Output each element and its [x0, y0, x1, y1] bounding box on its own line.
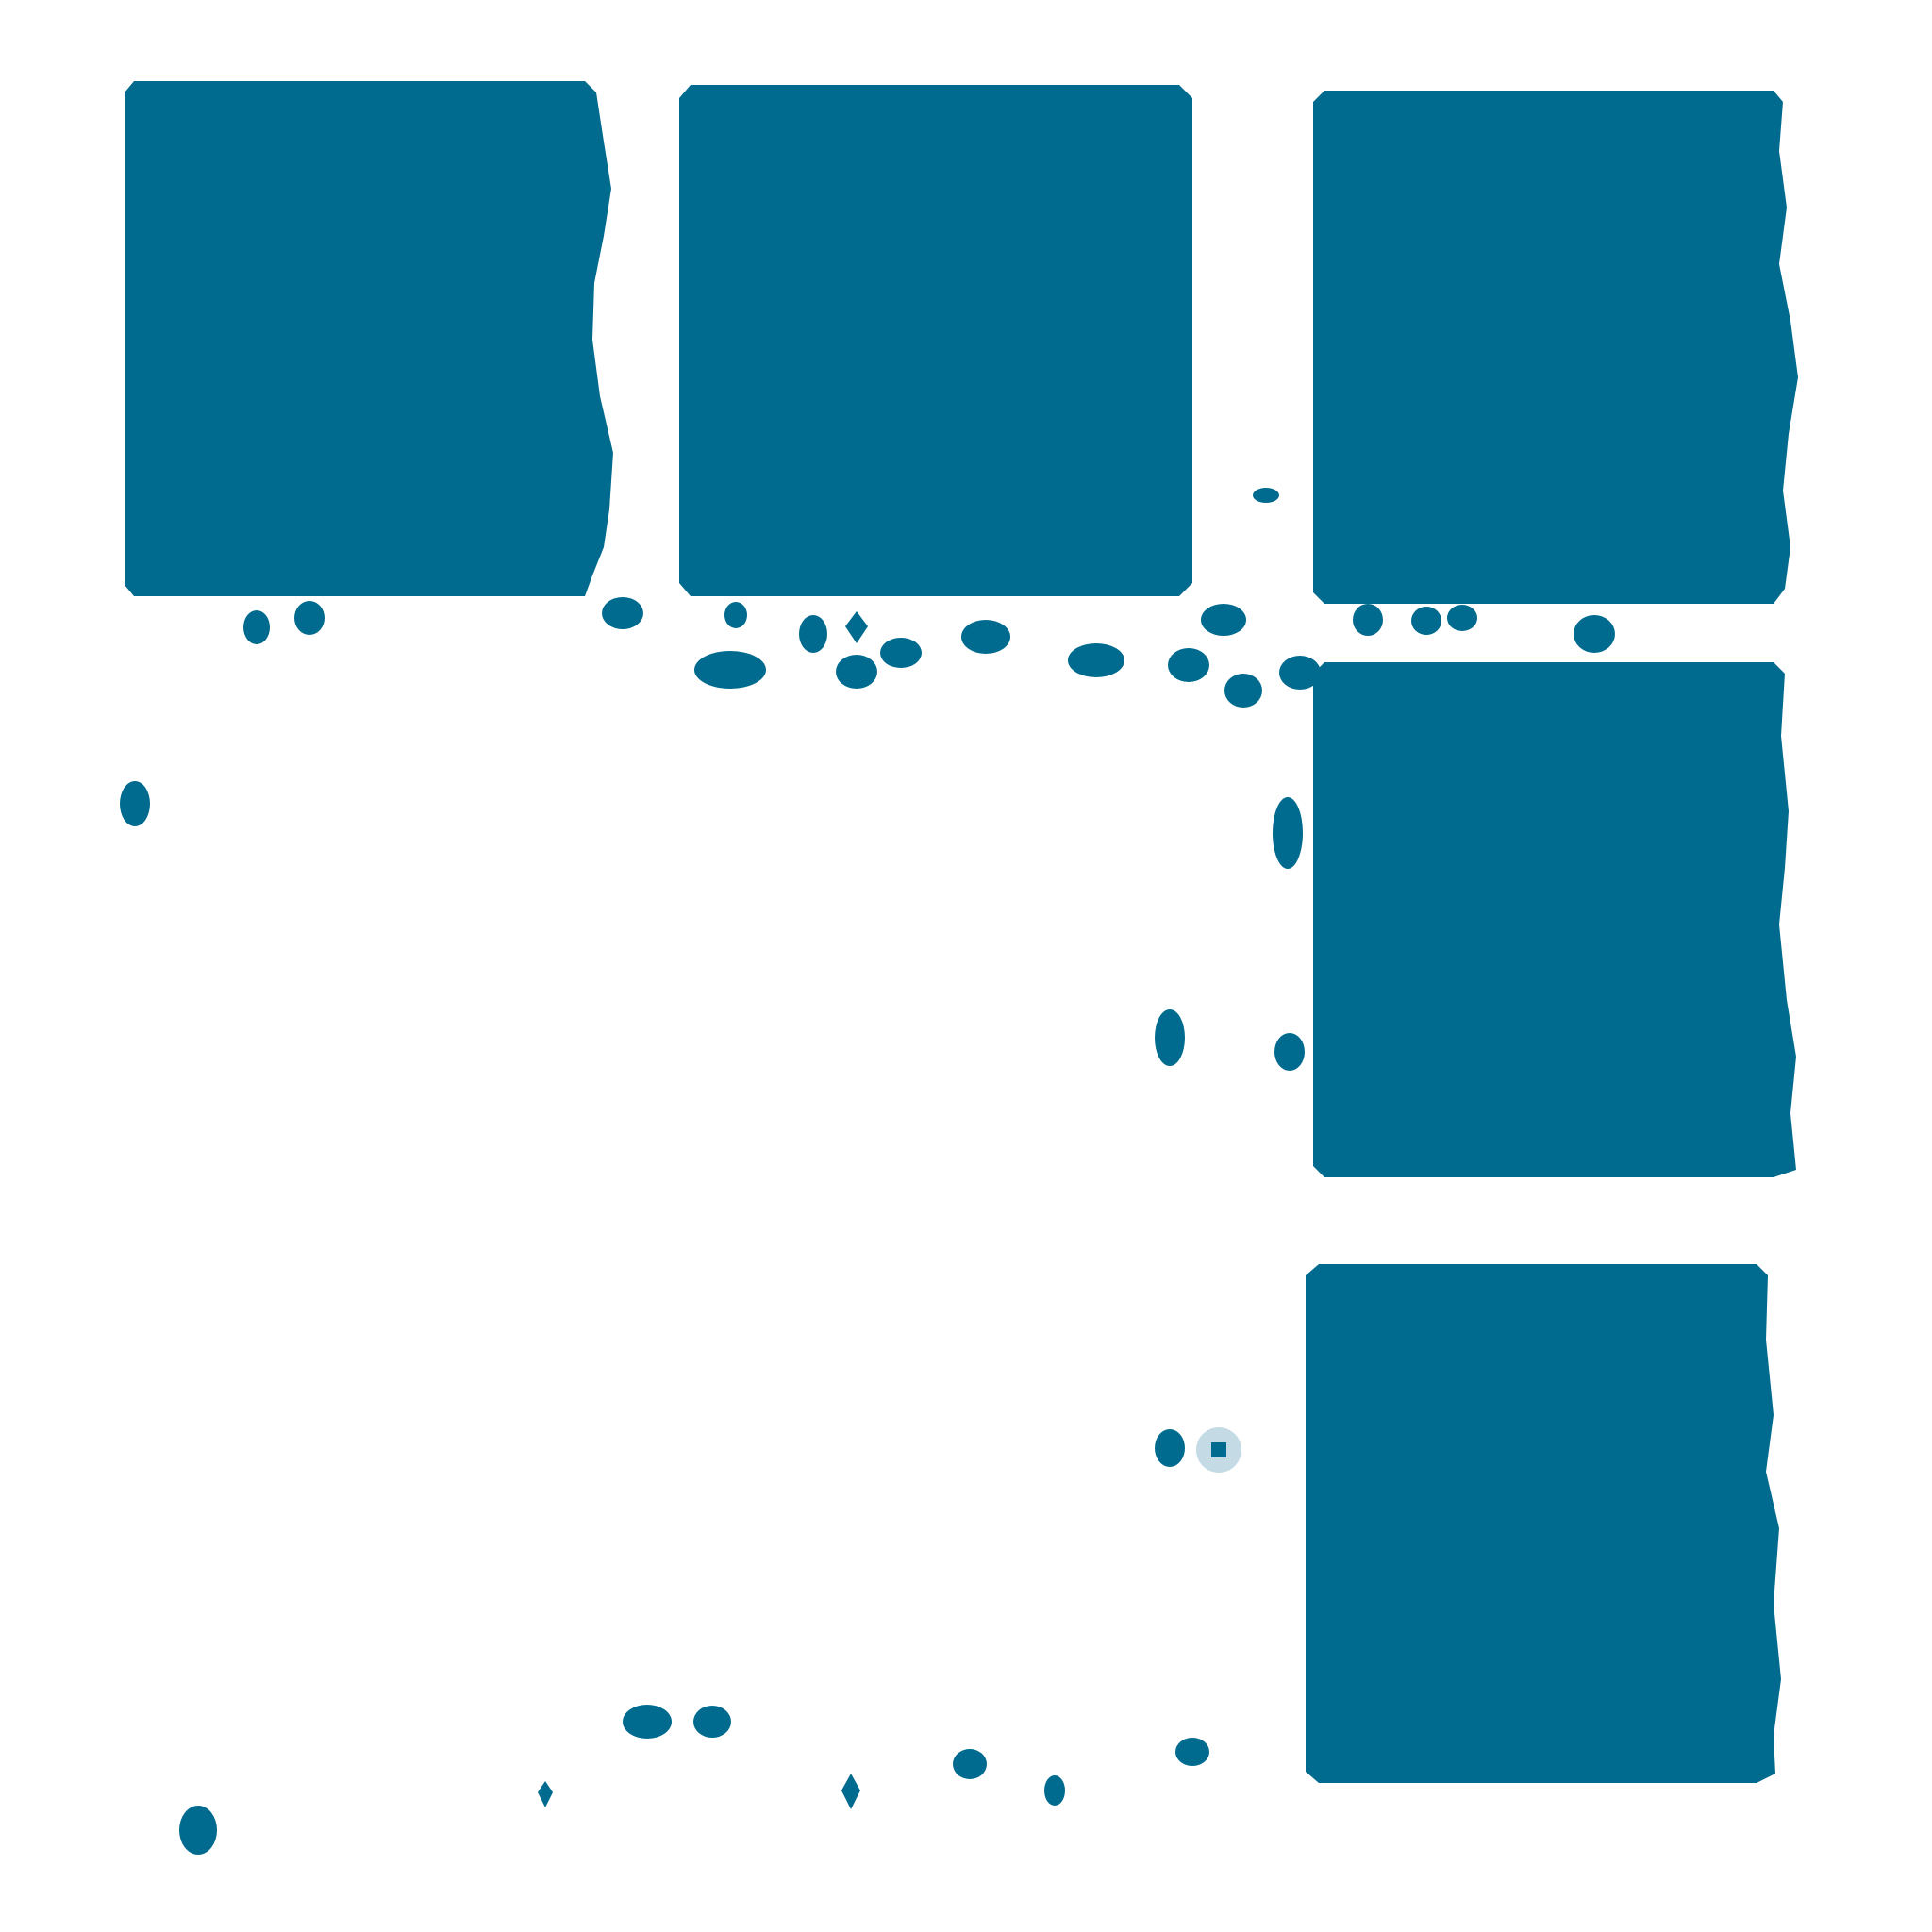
dot [1574, 615, 1615, 653]
dot [1253, 488, 1279, 503]
dot [538, 1781, 553, 1807]
dot [880, 638, 922, 668]
tile-bottom-right [1306, 1264, 1781, 1783]
dot [693, 1706, 731, 1738]
tile-top-right [1313, 91, 1798, 604]
dot [1168, 648, 1209, 682]
dot [623, 1705, 672, 1739]
dot [961, 620, 1010, 654]
dot [179, 1806, 217, 1855]
dot [243, 610, 270, 644]
scattered-dots [120, 488, 1615, 1855]
tile-top-left [125, 81, 613, 596]
dot [1044, 1775, 1065, 1806]
dot [724, 602, 747, 628]
dot [1279, 656, 1321, 690]
tile-top-middle [679, 85, 1192, 596]
dot [1175, 1738, 1209, 1766]
dot [845, 611, 868, 643]
dot [602, 597, 643, 629]
dot [1068, 643, 1124, 677]
dot [841, 1774, 860, 1809]
dot [1201, 604, 1246, 636]
dot [1353, 604, 1383, 636]
dot [694, 651, 766, 689]
dot [1447, 605, 1477, 631]
dot [1274, 1033, 1305, 1071]
dot [1224, 674, 1262, 708]
dot [1155, 1429, 1185, 1467]
tile-middle-right [1313, 662, 1796, 1177]
dot [1411, 607, 1441, 635]
dot [799, 615, 827, 653]
dot [120, 781, 150, 826]
tile-large-speckled [165, 641, 1160, 1660]
ring-dot [1196, 1427, 1241, 1473]
dot [1155, 1009, 1185, 1066]
dot [294, 601, 325, 635]
dot [953, 1749, 987, 1779]
dot [836, 655, 877, 689]
dot [1273, 797, 1303, 869]
